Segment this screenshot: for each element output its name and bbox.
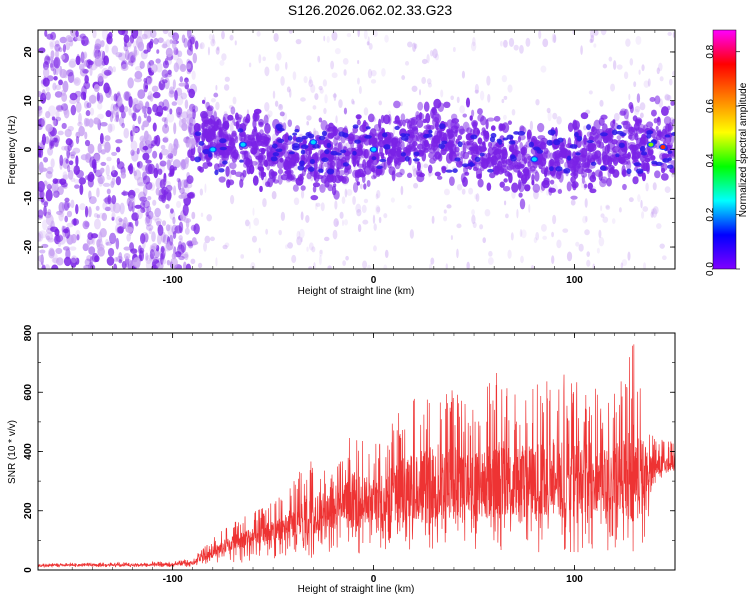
colorbar-label: Normalized spectral amplitude (738, 82, 749, 217)
spectrogram-image (38, 30, 675, 269)
hotspot-core (240, 142, 246, 147)
snr-y-axis-label: SNR (10 * v/v) (7, 420, 18, 484)
colorbar-tick-label: 0.0 (705, 262, 716, 276)
hotspot-core (310, 140, 316, 145)
colorbar-tick-label: 0.6 (705, 99, 716, 113)
y-tick-label: 20 (23, 46, 34, 58)
hotspot-core (210, 147, 216, 152)
colorbar-tick-label: 0.8 (705, 44, 716, 58)
y-tick-label: -20 (23, 239, 34, 254)
colorbar-gradient (712, 29, 737, 270)
spectrogram-y-axis-label: Frequency (Hz) (7, 116, 18, 185)
y-tick-label: 400 (23, 443, 34, 460)
y-tick-label: 600 (23, 383, 34, 400)
snr-x-ticks: -100 0 100 (71, 333, 676, 585)
snr-line (38, 344, 675, 569)
chart-title: S126.2026.062.02.33.G23 (288, 2, 452, 18)
snr-panel: 0 200 400 600 800 -100 0 100 Height of straigh… (7, 324, 676, 595)
spectrogram-x-axis-label: Height of straight line (km) (298, 286, 415, 297)
colorbar-ticks: 0.0 0.2 0.4 0.6 0.8 (705, 44, 740, 276)
y-tick-label: 200 (23, 502, 34, 519)
y-tick-label: 0 (23, 146, 34, 152)
x-tick-label: 0 (371, 574, 377, 585)
hotspot-core (371, 147, 377, 152)
spectrogram-x-ticks: -100 0 100 (71, 30, 676, 286)
y-tick-label: 0 (23, 567, 34, 573)
x-tick-label: 100 (566, 574, 583, 585)
y-tick-label: -10 (23, 191, 34, 206)
hotspot-core (648, 142, 654, 147)
snr-y-ticks: 0 200 400 600 800 (23, 324, 675, 573)
x-tick-label: -100 (163, 574, 183, 585)
hotspot-core (531, 157, 537, 162)
colorbar-tick-label: 0.2 (705, 207, 716, 221)
colorbar: 0.0 0.2 0.4 0.6 0.8 Normalized spectral ampl… (705, 29, 749, 276)
y-tick-label: 10 (23, 95, 34, 107)
snr-series (38, 344, 675, 569)
spectrogram-y-ticks: -20 -10 0 10 20 (23, 46, 675, 254)
hotspot-core (660, 145, 666, 150)
x-tick-label: -100 (163, 275, 183, 286)
x-tick-label: 100 (566, 275, 583, 286)
y-tick-label: 800 (23, 324, 34, 341)
x-tick-label: 0 (371, 275, 377, 286)
colorbar-tick-label: 0.4 (705, 153, 716, 167)
snr-x-axis-label: Height of straight line (km) (298, 584, 415, 595)
